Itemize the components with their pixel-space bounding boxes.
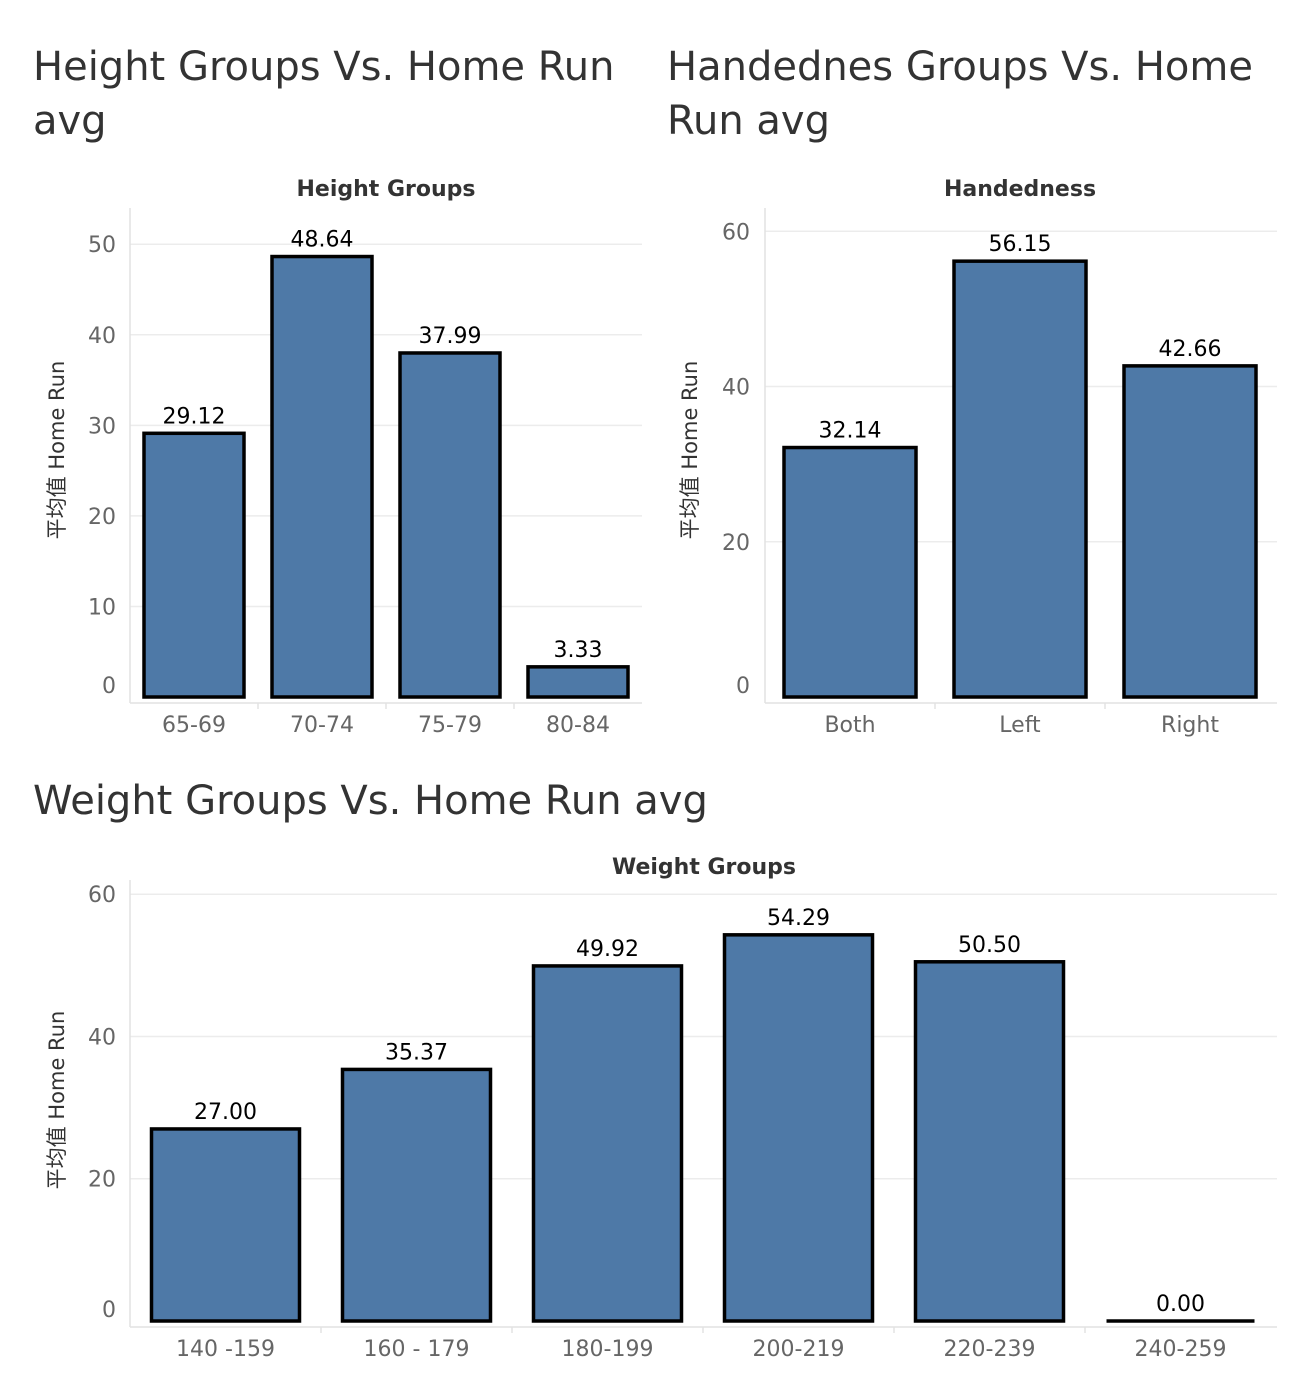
handedness-bar [782,445,918,699]
weight-y-tick-label: 0 [102,1298,116,1323]
height-chart-title: Height Groups Vs. Home Run avg [33,44,615,144]
height-bar [398,351,502,699]
height-y-tick-label: 30 [88,414,116,439]
weight-y-tick-label: 40 [88,1025,116,1050]
height-y-tick-label: 10 [88,595,116,620]
handedness-y-tick-label: 40 [722,376,750,401]
weight-x-axis-title: Weight Groups [612,855,796,880]
weight-category-label: 140 -159 [176,1337,275,1362]
weight-data-label: 27.00 [194,1100,257,1125]
height-data-label: 29.12 [163,404,226,429]
weight-chart-title: Weight Groups Vs. Home Run avg [33,778,708,824]
handedness-bar [952,259,1088,699]
height-bar [142,431,246,699]
height-category-label: 80-84 [546,713,610,738]
height-bar [270,254,374,699]
height-data-label: 48.64 [291,228,354,253]
handedness-x-axis-title: Handedness [944,177,1096,202]
weight-bar [722,933,875,1323]
handedness-bar [1122,364,1258,699]
height-y-tick-label: 20 [88,505,116,530]
height-y-tick-label: 40 [88,324,116,349]
height-bar [526,665,630,699]
handedness-y-axis-title: 平均值 Home Run [678,361,702,540]
handedness-category-label: Left [999,713,1041,738]
weight-category-label: 200-219 [753,1337,845,1362]
weight-data-label: 49.92 [576,937,639,962]
weight-category-label: 160 - 179 [364,1337,470,1362]
height-y-axis-title: 平均值 Home Run [45,361,69,540]
weight-category-label: 180-199 [562,1337,654,1362]
weight-bar [531,964,684,1323]
handedness-y-tick-label: 20 [722,531,750,556]
height-y-tick-label: 0 [102,674,116,699]
weight-category-label: 220-239 [944,1337,1036,1362]
weight-data-label: 50.50 [958,933,1021,958]
height-data-label: 37.99 [419,324,482,349]
handedness-category-label: Right [1161,713,1219,738]
handedness-y-tick-label: 0 [736,674,750,699]
weight-y-tick-label: 60 [88,883,116,908]
height-category-label: 70-74 [290,713,354,738]
height-y-tick-label: 50 [88,233,116,258]
weight-bar [340,1067,493,1323]
weight-data-label: 54.29 [767,906,830,931]
height-data-label: 3.33 [554,638,603,663]
handedness-y-tick-label: 60 [722,220,750,245]
weight-data-label: 35.37 [385,1040,448,1065]
weight-data-label: 0.00 [1156,1292,1205,1317]
handedness-data-label: 32.14 [819,419,882,444]
height-category-label: 75-79 [418,713,482,738]
handedness-data-label: 42.66 [1159,337,1222,362]
weight-category-label: 240-259 [1135,1337,1227,1362]
handedness-data-label: 56.15 [989,232,1052,257]
handedness-chart-title: Handednes Groups Vs. Home Run avg [667,44,1253,144]
weight-y-axis-title: 平均值 Home Run [45,1011,69,1190]
height-x-axis-title: Height Groups [297,177,476,202]
height-category-label: 65-69 [162,713,226,738]
handedness-category-label: Both [824,713,875,738]
weight-bar [149,1127,302,1323]
weight-y-tick-label: 20 [88,1168,116,1193]
weight-bar [913,960,1066,1323]
